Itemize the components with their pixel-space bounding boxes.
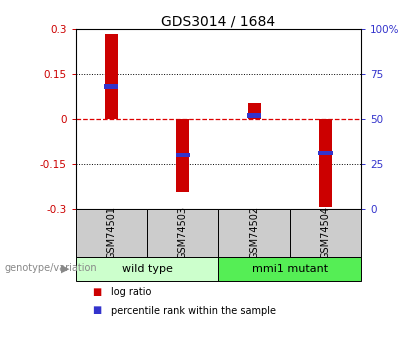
Bar: [318, 151, 333, 155]
Bar: [76, 257, 218, 281]
Text: ■: ■: [92, 287, 102, 296]
Title: GDS3014 / 1684: GDS3014 / 1684: [161, 14, 276, 28]
Text: ■: ■: [92, 306, 102, 315]
Text: GSM74503: GSM74503: [178, 206, 188, 259]
Bar: [218, 257, 361, 281]
Text: genotype/variation: genotype/variation: [4, 264, 97, 273]
Bar: [218, 209, 290, 257]
Text: GSM74501: GSM74501: [106, 206, 116, 259]
Text: percentile rank within the sample: percentile rank within the sample: [111, 306, 276, 315]
Bar: [105, 34, 118, 119]
Bar: [290, 209, 361, 257]
Text: GSM74502: GSM74502: [249, 206, 259, 259]
Text: ▶: ▶: [61, 264, 69, 273]
Bar: [147, 209, 218, 257]
Bar: [247, 113, 261, 118]
Bar: [104, 85, 118, 89]
Text: GSM74504: GSM74504: [320, 206, 331, 259]
Text: log ratio: log ratio: [111, 287, 152, 296]
Text: mmi1 mutant: mmi1 mutant: [252, 264, 328, 274]
Bar: [248, 102, 260, 119]
Text: wild type: wild type: [121, 264, 173, 274]
Bar: [176, 152, 190, 157]
Bar: [319, 119, 332, 207]
Bar: [76, 209, 147, 257]
Bar: [176, 119, 189, 192]
